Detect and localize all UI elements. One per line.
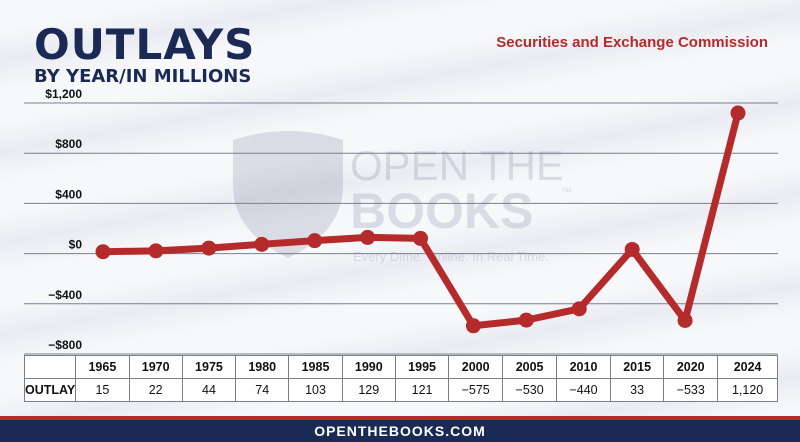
watermark-line2: BOOKS [350, 183, 533, 239]
cell-value: −440 [556, 378, 611, 402]
cell-value: 22 [128, 378, 183, 402]
data-point [148, 243, 164, 259]
col-year: 1975 [181, 355, 237, 379]
col-year: 1980 [235, 355, 290, 379]
series-outlays [95, 105, 746, 334]
y-tick-label: $400 [55, 187, 82, 201]
data-point [730, 105, 746, 121]
col-year: 1990 [341, 355, 396, 379]
footer-url: OPENTHEBOOKS.COM [0, 416, 800, 442]
y-tick-label: −$400 [48, 288, 82, 302]
watermark-tagline: Every Dime. Online. In Real Time. [353, 249, 549, 264]
col-year: 2015 [609, 355, 665, 379]
cell-value: 15 [75, 378, 130, 402]
cell-value: −575 [448, 378, 504, 402]
data-point [360, 229, 376, 245]
col-year: 2005 [502, 355, 558, 379]
data-point [307, 233, 323, 249]
cell-value: 103 [288, 378, 343, 402]
col-year: 1985 [288, 355, 343, 379]
col-year: 1995 [394, 355, 450, 379]
col-year: 2000 [448, 355, 504, 379]
data-point [518, 312, 534, 328]
data-point [465, 318, 481, 334]
data-point [95, 244, 111, 260]
watermark-tm: ™ [560, 185, 572, 199]
row-label: OUTLAY [23, 378, 77, 402]
agency-label: Securities and Exchange Commission [496, 34, 768, 51]
y-tick-label: −$800 [48, 338, 82, 352]
col-year: 2010 [556, 355, 611, 379]
watermark: OPEN THE BOOKS ™ Every Dime. Online. In … [233, 131, 572, 264]
table-values-row: OUTLAY 15 22 44 74 103 129 121 −575 −530… [23, 378, 778, 402]
watermark-line1: OPEN THE [350, 142, 564, 189]
data-point [624, 241, 640, 257]
cell-value: 33 [609, 378, 665, 402]
col-year: 2024 [717, 355, 778, 379]
y-tick-label: $800 [55, 137, 82, 151]
data-point [571, 301, 587, 317]
cell-value: 1,120 [717, 378, 778, 402]
chart-subtitle: BY YEAR/IN MILLIONS [34, 66, 252, 87]
cell-value: 44 [181, 378, 237, 402]
y-axis-labels: $1,200 $800 $400 $0 −$400 −$800 [45, 87, 82, 352]
data-point [413, 230, 428, 246]
y-tick-label: $1,200 [45, 87, 82, 101]
data-point [254, 236, 270, 252]
y-tick-label: $0 [69, 238, 83, 252]
cell-value: 121 [394, 378, 450, 402]
col-year: 1970 [128, 355, 183, 379]
chart-title: OUTLAYS [34, 20, 256, 69]
col-year: 1965 [75, 355, 130, 379]
cell-value: −530 [502, 378, 558, 402]
data-table: 1965 1970 1975 1980 1985 1990 1995 2000 … [23, 355, 778, 402]
col-year: 2020 [663, 355, 719, 379]
cell-value: 74 [235, 378, 290, 402]
shield-logo-icon [233, 131, 343, 258]
data-point [201, 240, 217, 256]
cell-value: −533 [663, 378, 719, 402]
cell-value: 129 [341, 378, 396, 402]
table-header-row: 1965 1970 1975 1980 1985 1990 1995 2000 … [23, 355, 778, 379]
data-point [677, 312, 693, 328]
table-corner [23, 355, 77, 379]
